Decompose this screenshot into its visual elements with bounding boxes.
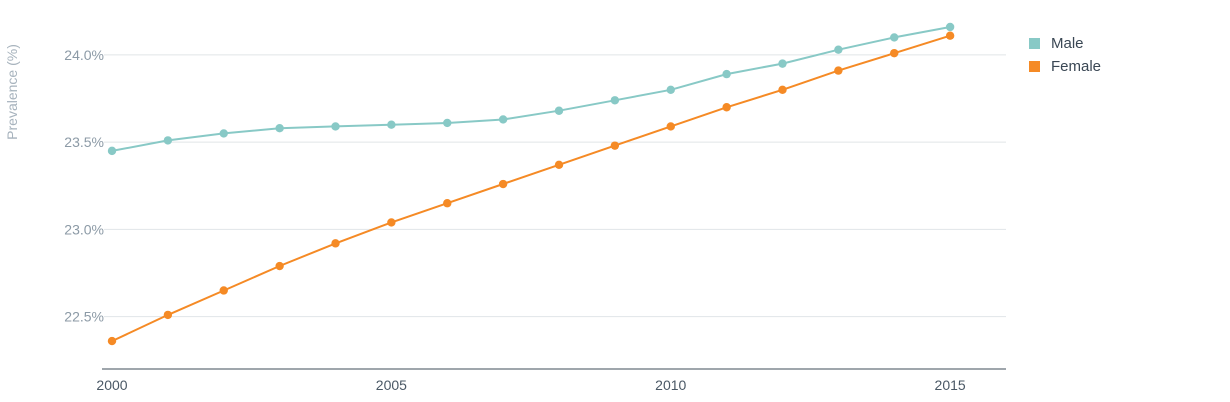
- y-tick-label: 23.5%: [64, 134, 104, 150]
- data-point-female[interactable]: [219, 286, 228, 295]
- data-point-male[interactable]: [945, 22, 955, 32]
- data-point-female[interactable]: [666, 122, 675, 131]
- x-tick-label: 2000: [96, 377, 127, 393]
- legend-swatch-male[interactable]: [1029, 38, 1040, 49]
- data-point-female[interactable]: [778, 85, 787, 95]
- x-tick-label: 2010: [655, 377, 686, 393]
- data-point-female[interactable]: [610, 141, 620, 150]
- data-point-female[interactable]: [834, 66, 843, 75]
- data-point-male[interactable]: [722, 69, 731, 79]
- data-point-male[interactable]: [443, 118, 452, 128]
- y-tick-label: 24.0%: [64, 47, 104, 63]
- legend-label-female[interactable]: Female: [1051, 58, 1101, 75]
- data-point-female[interactable]: [443, 199, 452, 208]
- y-axis-ticks: 22.5% 23.0% 23.5% 24.0%: [64, 47, 104, 325]
- data-point-female[interactable]: [331, 239, 340, 248]
- x-tick-label: 2005: [376, 377, 407, 393]
- data-point-female[interactable]: [498, 179, 508, 189]
- data-point-female[interactable]: [275, 261, 284, 271]
- data-point-male[interactable]: [666, 85, 675, 95]
- data-point-male[interactable]: [554, 106, 564, 115]
- legend-label-male[interactable]: Male: [1051, 35, 1084, 52]
- data-point-female[interactable]: [945, 31, 955, 40]
- data-point-male[interactable]: [610, 96, 620, 105]
- y-tick-label: 22.5%: [64, 309, 104, 325]
- y-tick-label: 23.0%: [64, 221, 104, 237]
- y-axis-label: Prevalence (%): [4, 44, 20, 140]
- data-point-male[interactable]: [387, 120, 396, 129]
- data-point-male[interactable]: [834, 45, 843, 54]
- x-axis-ticks: 2000 2005 2010 2015: [96, 377, 965, 393]
- series-group: [107, 22, 955, 346]
- data-point-male[interactable]: [163, 136, 173, 145]
- x-tick-label: 2015: [935, 377, 966, 393]
- data-point-female[interactable]: [890, 48, 899, 58]
- data-point-female[interactable]: [554, 160, 564, 170]
- data-point-male[interactable]: [107, 146, 117, 156]
- data-point-male[interactable]: [890, 33, 899, 42]
- legend: Male Female: [1029, 35, 1101, 75]
- data-point-male[interactable]: [331, 122, 340, 131]
- data-point-male[interactable]: [778, 59, 787, 68]
- data-point-female[interactable]: [722, 103, 731, 112]
- gridlines: [104, 54, 1006, 318]
- series-line-female: [111, 34, 951, 343]
- data-point-female[interactable]: [107, 336, 117, 346]
- data-point-female[interactable]: [163, 310, 173, 320]
- series-line-male: [111, 26, 951, 152]
- data-point-male[interactable]: [498, 115, 508, 124]
- data-point-female[interactable]: [387, 218, 396, 227]
- data-point-male[interactable]: [275, 123, 284, 133]
- data-point-male[interactable]: [219, 129, 228, 138]
- legend-swatch-female[interactable]: [1029, 61, 1040, 72]
